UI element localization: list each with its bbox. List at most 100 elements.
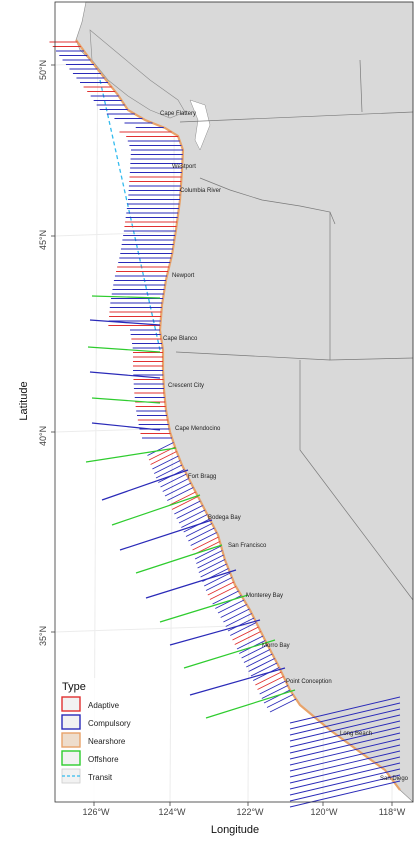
svg-text:Offshore: Offshore: [88, 755, 119, 764]
place-label-columbia-river: Columbia River: [180, 188, 221, 194]
offshore-line: [91, 397, 161, 404]
transect-line: [217, 599, 245, 614]
offshore-line: [159, 594, 249, 623]
offshore-lines: [85, 295, 296, 719]
transect-line: [257, 676, 284, 690]
lon-tick-122: 122°W: [236, 807, 264, 817]
transect-line: [188, 527, 215, 542]
transect-line: [289, 720, 401, 748]
svg-text:Transit: Transit: [88, 773, 113, 782]
transect-line: [289, 726, 401, 754]
transect-line: [289, 756, 401, 784]
transect-line: [289, 768, 401, 796]
legend-item-adaptive: Adaptive: [61, 696, 120, 712]
transect-line: [220, 604, 247, 618]
compulsory-offshore-line: [119, 519, 213, 551]
puget-sound: [189, 99, 211, 151]
offshore-line: [135, 544, 223, 574]
place-label-newport: Newport: [172, 273, 195, 279]
place-label-monterey-bay: Monterey Bay: [246, 593, 283, 599]
transect-line: [255, 671, 282, 686]
transect-line: [289, 780, 401, 808]
offshore-line: [183, 639, 276, 669]
transect-lines: [49, 41, 401, 808]
transect-line: [174, 500, 201, 515]
transect-line: [248, 658, 275, 672]
compulsory-offshore-line: [145, 569, 237, 599]
transect-line: [225, 613, 252, 627]
transect-line: [263, 689, 291, 704]
transect-line: [196, 550, 223, 564]
legend-item-transit: Transit: [61, 768, 113, 784]
compulsory-offshore-line: [169, 619, 261, 646]
vancouver-island: [89, 29, 186, 119]
lon-tick-marks: [93, 802, 393, 806]
legend: Type Adaptive Compulsory Nearshore Offsh…: [56, 678, 134, 800]
transect-line: [164, 482, 192, 497]
lat-tick-marks: [51, 64, 55, 633]
transect-line: [162, 478, 189, 492]
transect-line: [289, 774, 401, 802]
compulsory-offshore-line: [89, 319, 161, 326]
transect-line: [234, 631, 261, 645]
transect-line: [198, 559, 226, 573]
transect-line: [212, 590, 239, 605]
longitude-ticks: 126°W 124°W 122°W 120°W 118°W: [82, 807, 405, 817]
svg-text:Adaptive: Adaptive: [88, 701, 120, 710]
offshore-line: [111, 494, 201, 526]
transect-line: [289, 762, 401, 790]
compulsory-offshore-line: [89, 371, 161, 379]
transect-line: [289, 738, 401, 766]
place-label-westport: Westport: [172, 164, 196, 170]
place-label-long-beach: Long Beach: [340, 731, 372, 737]
transect-line: [152, 455, 179, 470]
svg-text:Nearshore: Nearshore: [88, 737, 126, 746]
transect-line: [289, 708, 401, 736]
transect-line: [250, 662, 278, 677]
place-label-san-diego: San Diego: [380, 776, 409, 782]
transect-line: [203, 572, 231, 587]
offshore-line: [91, 295, 161, 299]
y-axis-title: Latitude: [18, 381, 30, 420]
transect-line: [178, 509, 206, 524]
transect-line: [243, 649, 271, 663]
transect-line: [190, 532, 217, 546]
place-label-bodega-bay: Bodega Bay: [208, 515, 241, 521]
transect-line: [259, 680, 286, 695]
svg-text:Compulsory: Compulsory: [88, 719, 131, 728]
compulsory-offshore-line: [101, 469, 189, 501]
transect-line: [289, 696, 401, 724]
transect-line: [207, 581, 235, 596]
lon-tick-118: 118°W: [379, 807, 406, 817]
transect-line: [289, 702, 401, 730]
legend-item-compulsory: Compulsory: [61, 714, 131, 730]
transect-line: [236, 635, 264, 650]
transect-line: [266, 694, 294, 708]
transect-line: [181, 514, 208, 528]
x-axis-title: Longitude: [211, 824, 259, 836]
transect-line: [194, 545, 222, 560]
transect-line: [230, 622, 257, 636]
political-borders: [175, 59, 414, 601]
transect-line: [215, 595, 242, 609]
transect-line: [192, 536, 219, 551]
transect-line: [171, 496, 199, 510]
transect-line: [153, 460, 181, 474]
lat-tick-35: 35°N: [38, 626, 48, 646]
offshore-line: [205, 689, 296, 719]
transect-line: [289, 714, 401, 742]
transect-line: [147, 442, 174, 456]
transect-line: [209, 586, 237, 600]
transect-line: [246, 653, 273, 668]
transect-line: [227, 617, 255, 632]
transect-line: [185, 523, 213, 537]
offshore-line: [87, 346, 161, 353]
place-label-cape-mendocino: Cape Mendocino: [175, 426, 221, 432]
transect-line: [176, 505, 203, 519]
transect-line: [160, 473, 187, 488]
transect-line: [200, 563, 227, 578]
place-label-cape-blanco: Cape Blanco: [163, 336, 198, 342]
legend-title: Type: [62, 681, 86, 693]
compulsory-offshore-line: [91, 422, 161, 431]
